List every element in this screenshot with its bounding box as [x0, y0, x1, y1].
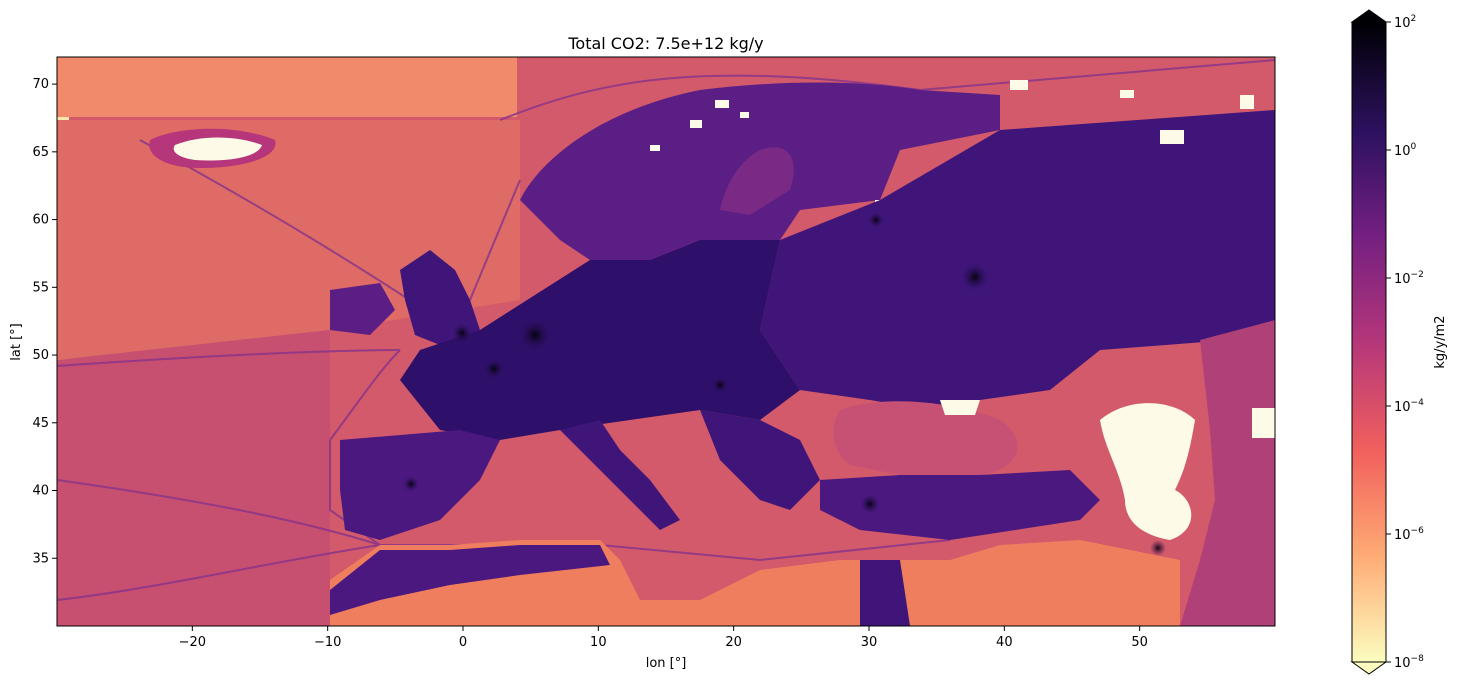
- colorbar-extend-bottom: [1350, 661, 1388, 675]
- gulf-of-bothnia: [720, 147, 794, 215]
- nile-delta: [860, 560, 910, 626]
- caspian-sea: [1100, 403, 1195, 540]
- colorbar-label: kg/y/m2: [1433, 315, 1448, 368]
- iberia-land: [340, 430, 500, 540]
- south-atlantic-ocean: [57, 330, 330, 626]
- colorbar-tick-label: 100: [1394, 142, 1417, 159]
- north-africa-coast: [330, 545, 610, 615]
- map-title: Total CO2: 7.5e+12 kg/y: [567, 34, 763, 53]
- colorbar-tick-label: 10−8: [1394, 654, 1424, 671]
- central-europe-land: [400, 240, 800, 440]
- y-tick-label: 50: [32, 348, 49, 363]
- colorbar-extend-top: [1350, 9, 1388, 23]
- x-axis-label: lon [°]: [646, 656, 687, 671]
- colorbar-tick-label: 10−6: [1394, 526, 1424, 543]
- x-tick-label: −20: [179, 635, 206, 650]
- x-tick-label: 0: [459, 635, 467, 650]
- x-tick-label: 40: [996, 635, 1013, 650]
- eastern-europe-land: [760, 110, 1275, 410]
- y-tick-label: 45: [32, 416, 49, 431]
- y-tick-label: 55: [32, 280, 49, 295]
- caspian-right-gap: [1252, 408, 1275, 438]
- colorbar-tick-label: 102: [1394, 14, 1416, 31]
- iceland-interior: [173, 137, 262, 161]
- caspian-east-land: [1180, 320, 1275, 626]
- black-sea: [833, 401, 1018, 475]
- y-axis-label: lat [°]: [9, 323, 24, 360]
- colorbar-ticks: 102 100 10−2 10−4 10−6 10−8: [1386, 14, 1424, 671]
- emissions-map: [57, 57, 1275, 626]
- britain-land: [400, 250, 480, 345]
- y-tick-label: 70: [32, 77, 49, 92]
- y-tick-label: 35: [32, 551, 49, 566]
- turkey-land: [820, 470, 1100, 540]
- colorbar: 102 100 10−2 10−4 10−6 10−8 kg/y/m2: [1350, 9, 1448, 675]
- colorbar-tick-label: 10−4: [1394, 398, 1424, 415]
- map-frame: [56, 56, 1276, 627]
- x-tick-label: 50: [1131, 635, 1148, 650]
- x-axis: −20 −10 0 10 20 30 40 50: [179, 626, 1148, 650]
- italy-land: [560, 420, 680, 530]
- x-tick-label: −10: [314, 635, 341, 650]
- y-tick-label: 40: [32, 484, 49, 499]
- x-tick-label: 20: [725, 635, 742, 650]
- balkans-land: [700, 410, 820, 510]
- ireland-land: [330, 283, 395, 335]
- y-tick-label: 65: [32, 145, 49, 160]
- y-tick-label: 60: [32, 213, 49, 228]
- azov-gaps: [940, 400, 980, 415]
- white-sea-gaps: [1010, 80, 1254, 144]
- atlantic-north-band: [57, 57, 517, 117]
- north-atlantic-ocean: [57, 120, 520, 360]
- city-hotspots: [403, 212, 1166, 556]
- y-axis: 35 40 45 50 55 60 65 70: [32, 77, 57, 566]
- x-tick-label: 10: [590, 635, 607, 650]
- colorbar-gradient: [1351, 21, 1387, 663]
- x-tick-label: 30: [861, 635, 878, 650]
- colorbar-tick-label: 10−2: [1394, 270, 1424, 287]
